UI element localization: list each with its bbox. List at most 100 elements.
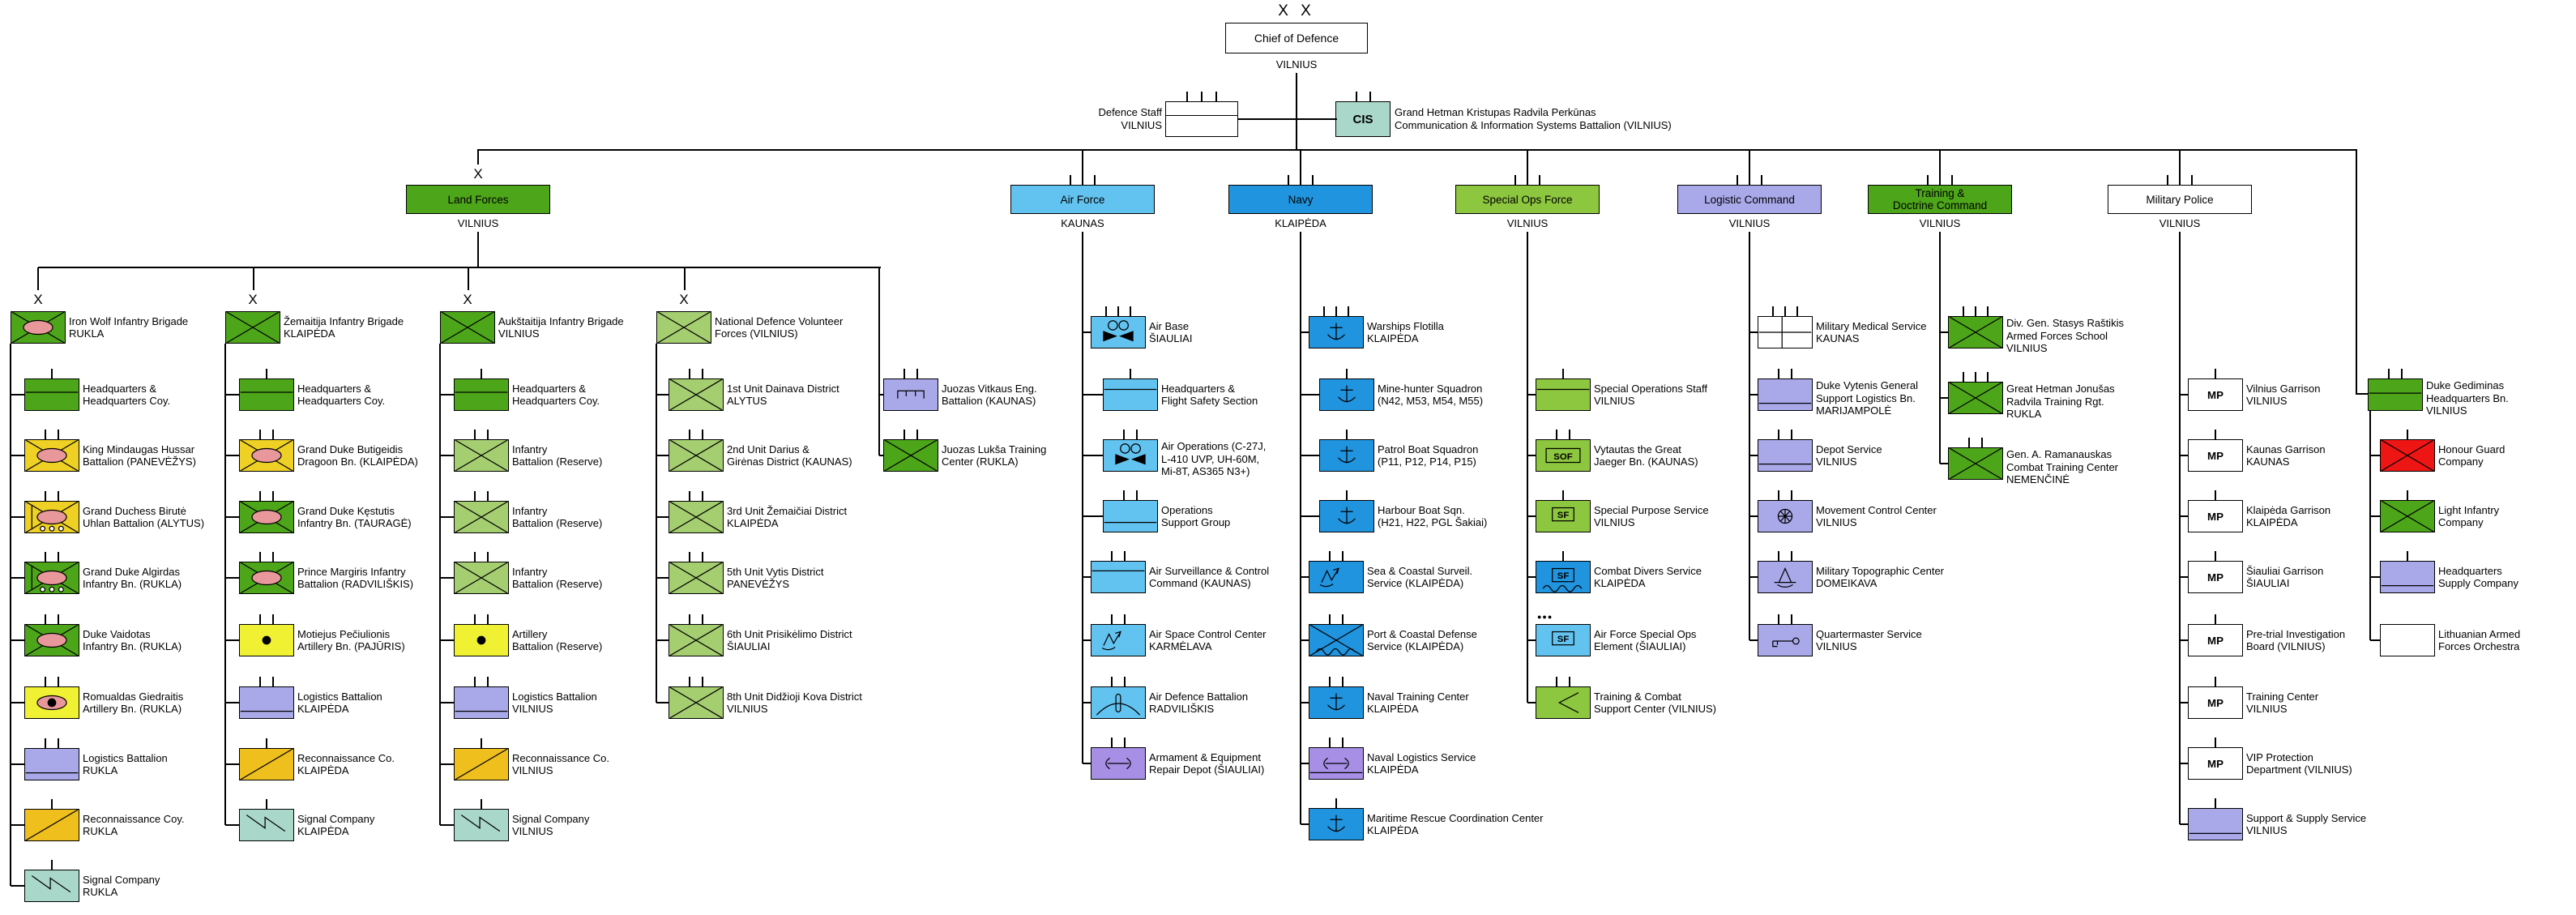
- connector-line: [1301, 331, 1309, 333]
- size-tick: [2215, 738, 2216, 747]
- size-tick: [58, 430, 59, 439]
- unit-romualdas-giedraitis: [24, 686, 79, 719]
- size-tick: [58, 677, 59, 686]
- unit-iron-wolf-infantry-brigade: [11, 311, 66, 344]
- size-tick: [272, 677, 274, 686]
- size-tick: [2179, 175, 2181, 185]
- connector-line: [11, 577, 24, 579]
- size-tick: [266, 738, 267, 748]
- size-tick: [702, 369, 703, 378]
- unit-symbol-icon: [36, 695, 67, 711]
- unit-honour-guard: [2380, 439, 2435, 472]
- connector-line: [1749, 232, 1750, 640]
- size-tick: [689, 614, 690, 624]
- unit-great-hetman-jonu-as-label: Great Hetman Jonušas Radvila Training Rgt…: [2006, 383, 2115, 420]
- unit-kaunas-garrison-label: Kaunas Garrison KAUNAS: [2246, 443, 2326, 468]
- unit-symbol-icon: [2381, 440, 2434, 471]
- unit-headquarters-label: Headquarters & Headquarters Coy.: [512, 382, 600, 408]
- unit-symbol-icon: [1103, 320, 1134, 342]
- unit-klaip-da-garrison: MP: [2188, 500, 2243, 532]
- size-tick: [702, 552, 703, 562]
- size-tick: [1562, 369, 1564, 378]
- size-tick: [1346, 430, 1348, 439]
- unit-symbol-icon: MP: [2207, 758, 2224, 770]
- connector-line: [1527, 515, 1536, 517]
- unit-naval-training-center: [1309, 686, 1364, 719]
- connector-line: [1082, 232, 1083, 763]
- unit-symbol-icon: [1949, 383, 2002, 413]
- connector-line: [2179, 232, 2181, 824]
- size-tick: [689, 430, 690, 439]
- unit-headquarters-label: Headquarters Supply Company: [2438, 564, 2518, 590]
- unit-headquarters: [2380, 561, 2435, 593]
- size-tick: [1749, 175, 1750, 185]
- size-tick: [1951, 175, 1953, 185]
- unit-headquarters: [454, 378, 509, 411]
- size-tick: [1111, 614, 1113, 624]
- unit-national-defence-volunteer-label: National Defence Volunteer Forces (VILNIU…: [715, 314, 844, 340]
- connector-line: [878, 267, 880, 455]
- size-tick: [1981, 438, 1983, 447]
- unit-symbol-icon: SF: [1552, 507, 1574, 522]
- size-tick: [272, 552, 274, 562]
- unit-special-operations-staff-label: Special Operations Staff VILNIUS: [1594, 382, 1707, 408]
- cis-battalion-box: CIS: [1335, 101, 1391, 137]
- size-tick: [1527, 175, 1528, 185]
- connector-line: [1300, 232, 1301, 824]
- unit-special-purpose-service-label: Special Purpose Service VILNIUS: [1594, 503, 1709, 529]
- connector-line: [2180, 394, 2188, 396]
- unit-sea-coastal-surveil: [1309, 561, 1364, 593]
- unit-air-base-iauliai-label: Air Base ŠIAULIAI: [1149, 319, 1193, 345]
- command-special-ops-force-location: VILNIUS: [1506, 217, 1549, 229]
- connector-line: [225, 763, 239, 765]
- unit-juozas-luk-a-training: [883, 439, 938, 472]
- connector-line: [1301, 576, 1309, 578]
- unit-symbol-icon: [240, 711, 293, 712]
- size-tick: [58, 552, 59, 562]
- size-tick: [2215, 677, 2216, 686]
- connector-line: [1527, 232, 1528, 703]
- connector-line: [225, 394, 239, 396]
- unit-8th-unit-did-ioji-kova-district: [669, 686, 724, 719]
- hq-line-icon: [1166, 114, 1237, 117]
- connector-line: [1749, 394, 1758, 396]
- unit-warships-flotilla: [1309, 316, 1364, 348]
- connector-line: [10, 344, 11, 886]
- unit-infantry-battalion-reserve: [454, 439, 509, 472]
- size-tick: [1939, 175, 1941, 185]
- unit-headquarters-label: Headquarters & Flight Safety Section: [1161, 382, 1258, 408]
- unit-duke-vytenis-general-label: Duke Vytenis General Support Logistics Bn…: [1816, 379, 1918, 417]
- size-tick: [1356, 92, 1357, 101]
- connector-line: [1939, 150, 1941, 186]
- unit-duke-vaidotas: [24, 624, 79, 656]
- unit-symbol-icon: [455, 502, 508, 532]
- size-tick: [1791, 430, 1792, 439]
- unit-3rd-unit-emai-iai-district: [669, 501, 724, 533]
- unit-symbol-icon: [31, 875, 71, 893]
- unit-symbol-icon: [1777, 508, 1793, 524]
- size-tick: [1556, 677, 1557, 686]
- unit-air-force-special-ops-label: Air Force Special Ops Element (ŠIAULIAI): [1594, 627, 1697, 653]
- size-tick: [1124, 614, 1126, 624]
- unit-motiejus-pe-iulionis: [239, 624, 294, 656]
- unit-signal-company: [24, 870, 79, 902]
- unit-grand-duke-butigeidis: [239, 439, 294, 472]
- connector-line: [11, 455, 24, 456]
- size-tick: [481, 799, 482, 809]
- size-tick: [45, 738, 46, 748]
- size-tick: [2407, 490, 2408, 500]
- unit-symbol-icon: [1758, 403, 1812, 404]
- unit-grand-duke-algirdas: [24, 562, 79, 594]
- unit-vytautas-the-great-label: Vytautas the Great Jaeger Bn. (KAUNAS): [1594, 443, 1698, 468]
- size-tick: [1975, 306, 1976, 316]
- connector-line: [1083, 394, 1103, 396]
- size-tick: [1778, 490, 1779, 500]
- connector-line: [225, 639, 239, 641]
- unit-training-combat: [1536, 686, 1591, 719]
- unit-symbol-icon: [25, 502, 79, 532]
- size-tick: [1329, 551, 1331, 561]
- connector-line: [1940, 463, 1948, 464]
- svg-text:MP: MP: [2207, 758, 2224, 770]
- command-air-force: Air Force: [1010, 185, 1155, 214]
- unit-symbol-icon: [455, 749, 508, 780]
